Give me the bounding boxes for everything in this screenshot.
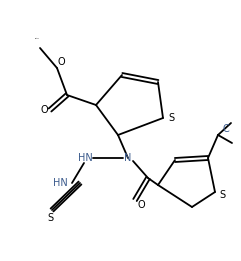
Text: O: O <box>137 200 145 210</box>
Text: S: S <box>168 113 174 123</box>
Text: methyl: methyl <box>34 37 40 39</box>
Text: HN: HN <box>53 178 67 188</box>
Text: S: S <box>47 213 53 223</box>
Text: S: S <box>219 190 225 200</box>
Text: O: O <box>57 57 65 67</box>
Text: N: N <box>124 153 132 163</box>
Text: C: C <box>223 124 229 134</box>
Text: HN: HN <box>78 153 92 163</box>
Text: O: O <box>40 105 48 115</box>
